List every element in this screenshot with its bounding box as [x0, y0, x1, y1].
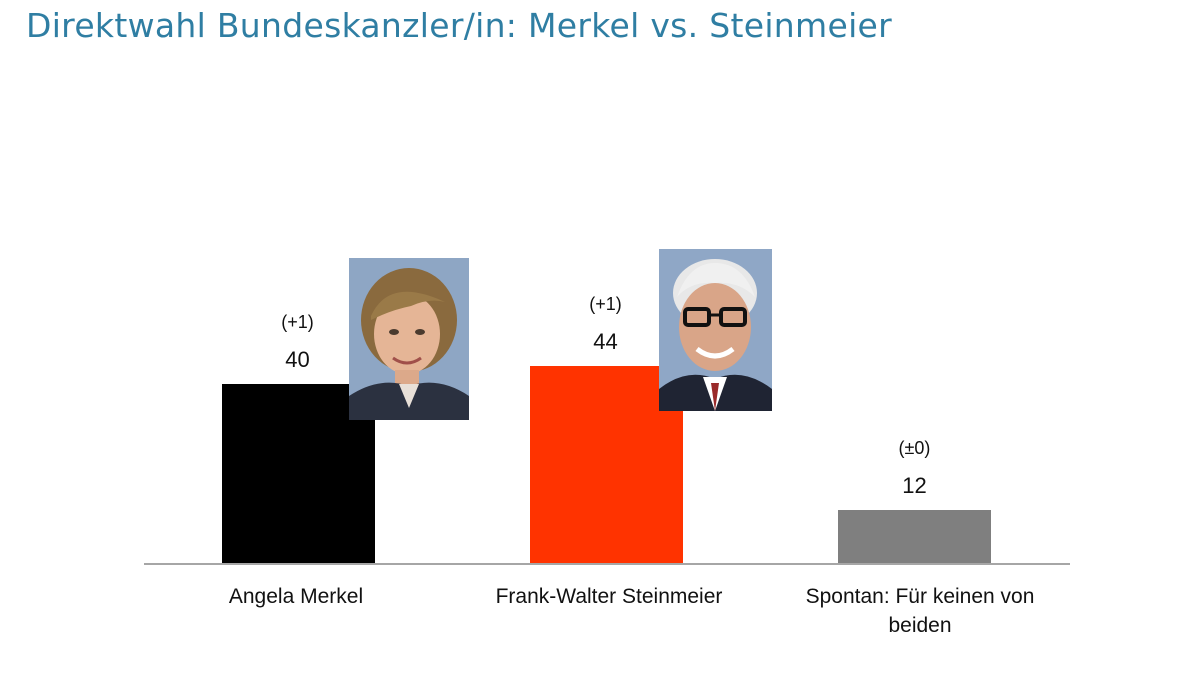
bar-2: [530, 366, 683, 564]
portrait-frank-walter-steinmeier-icon: [659, 249, 772, 411]
category-label-line: Spontan: Für keinen von: [805, 585, 1035, 608]
change-label: (+1): [589, 294, 622, 314]
portrait-angela-merkel-icon: [349, 258, 469, 420]
category-label-line: Angela Merkel: [228, 585, 364, 608]
change-label: (+1): [281, 312, 314, 332]
chart-title: Direktwahl Bundeskanzler/in: Merkel vs. …: [26, 6, 893, 45]
category-label: Angela Merkel: [146, 582, 446, 611]
value-label: 40: [285, 347, 310, 372]
bar-3: [838, 510, 991, 564]
category-label-line: beiden: [888, 614, 952, 637]
value-label: 44: [593, 329, 618, 354]
category-label-line: Frank-Walter Steinmeier: [495, 585, 723, 608]
category-label: Spontan: Für keinen von beiden: [770, 582, 1070, 640]
change-label: (±0): [898, 438, 931, 458]
value-label: 12: [902, 473, 927, 498]
category-label: Frank-Walter Steinmeier: [459, 582, 759, 611]
